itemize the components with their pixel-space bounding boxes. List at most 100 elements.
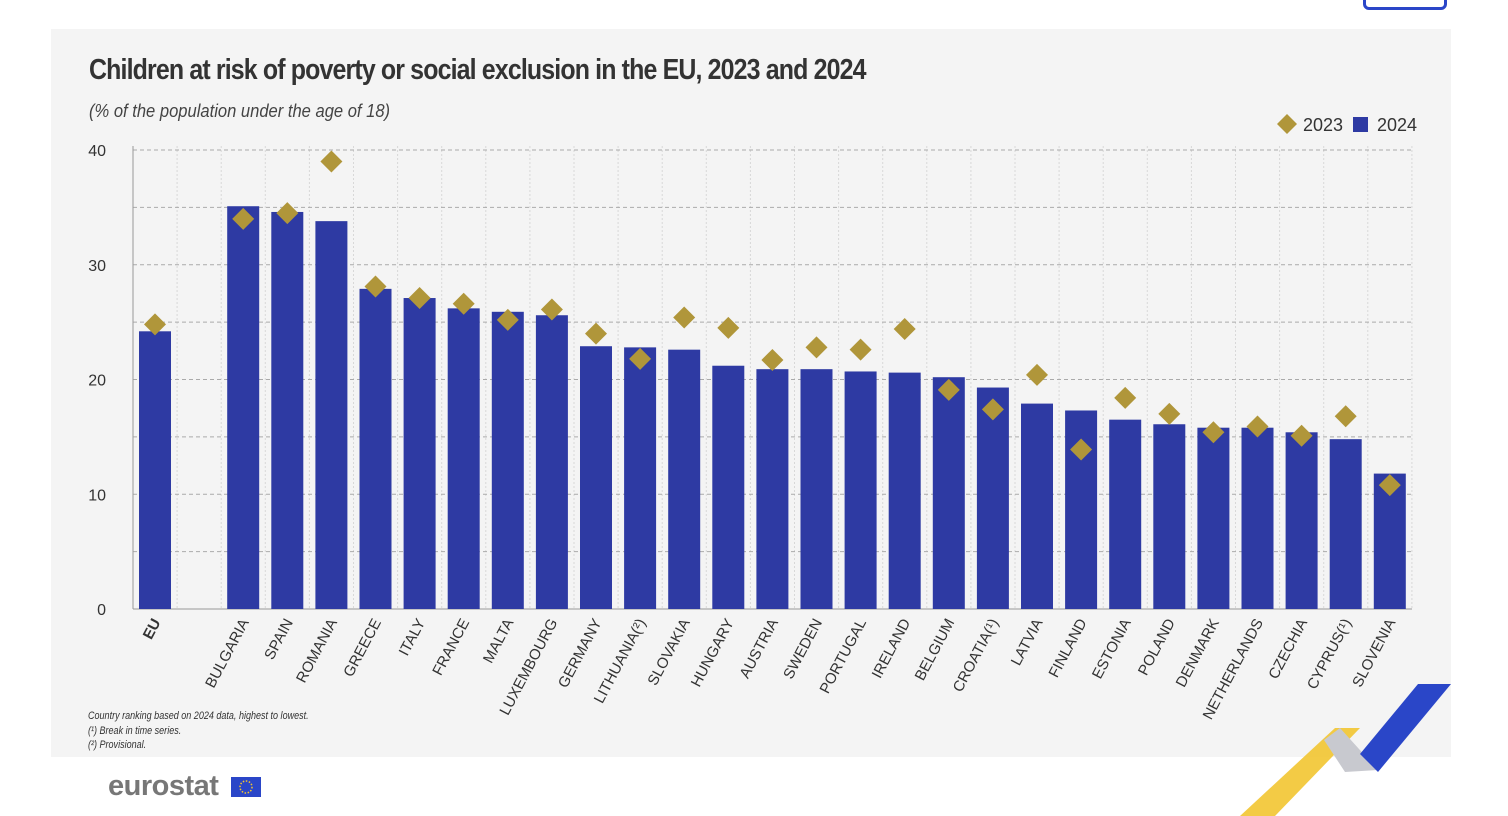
diamond-2023 [629,347,652,370]
bar-2024 [756,369,789,609]
x-category-label: SWEDEN [780,616,826,682]
x-category-label: MALTA [480,616,517,666]
bar-2024 [1285,432,1318,609]
x-category-label: EU [140,616,165,642]
diamond-2023 [981,398,1004,421]
diamond-2023 [717,316,740,339]
diamond-2023 [849,338,872,361]
x-category-label: CZECHIA [1265,616,1311,682]
x-category-label: CYPRUS(¹) [1304,616,1355,692]
diamond-2023 [673,306,696,329]
diamond-2023 [1158,402,1181,425]
legend-square-2024 [1353,117,1368,132]
ribbon-blue [1360,684,1451,772]
diamond-2023 [1070,438,1093,461]
diamond-2023 [408,287,431,310]
x-category-label: ITALY [396,616,430,659]
bar-2024 [1329,439,1362,609]
bar-2024 [1021,403,1053,609]
x-category-label: HUNGARY [688,616,738,690]
bar-2024 [976,387,1009,609]
chart-subtitle: (% of the population under the age of 18… [89,101,391,121]
bar-2024 [315,221,348,609]
y-tick-label: 40 [88,143,106,160]
x-category-label: GERMANY [555,616,606,691]
diamond-2023 [452,292,475,315]
footnotes: Country ranking based on 2024 data, high… [88,709,309,753]
y-tick-label: 10 [88,487,106,504]
x-category-label: SLOVAKIA [644,616,693,689]
bar-2024 [403,298,436,609]
bar-2024 [1109,419,1142,609]
diamond-2023 [761,348,784,371]
bar-2024 [712,365,745,609]
note-break: (¹) Break in time series. [88,724,182,737]
x-category-label: ESTONIA [1089,616,1135,682]
diamond-2023 [1114,386,1137,409]
x-category-label: AUSTRIA [736,616,782,681]
note-provisional: (²) Provisional. [88,739,147,751]
note-ranking: Country ranking based on 2024 data, high… [88,710,309,722]
bar-2024 [932,377,965,609]
bar-2024 [1241,427,1274,609]
x-category-label: SLOVENIA [1349,616,1399,690]
ribbon-grey [1324,728,1378,772]
diamond-2023 [1026,363,1048,386]
bar-2024 [491,311,524,609]
x-category-label: DENMARK [1173,616,1223,690]
chart-title: Children at risk of poverty or social ex… [89,54,866,86]
x-category-label: GREECE [340,616,385,680]
bar-2024 [139,331,171,609]
bar-2024 [844,371,877,609]
y-tick-label: 0 [97,602,106,619]
diamond-2023 [893,318,916,341]
diamond-2023 [1290,424,1313,447]
bar-2024 [888,372,921,609]
x-category-label: ROMANIA [293,616,341,686]
legend-label-2024: 2024 [1377,115,1417,135]
diamond-2023 [320,150,343,173]
legend-label-2023: 2023 [1303,115,1343,135]
diamond-2023 [585,322,607,345]
eurostat-logo: eurostat [108,770,219,803]
diamond-2023 [1334,405,1357,428]
diamond-2023 [937,378,960,401]
x-category-label: FINLAND [1045,616,1090,681]
x-category-label: SPAIN [261,616,297,663]
x-category-label: FRANCE [429,616,473,678]
ribbon-yellow [1240,728,1360,816]
x-category-label: POLAND [1135,616,1179,679]
x-category-label: PORTUGAL [817,616,871,697]
x-category-label: BELGIUM [912,616,959,684]
diamond-2023 [1202,421,1225,444]
bar-2024 [1373,473,1406,609]
x-category-label: CROATIA(¹) [950,616,1003,695]
logo-text: eurostat [108,770,219,802]
eu-flag-icon [231,777,261,797]
diamond-2023 [144,313,166,336]
bar-2024 [535,315,568,609]
bar-2024 [580,346,612,609]
bar-2024 [800,369,833,609]
diamond-2023 [805,336,828,359]
bar-2024 [1197,427,1230,609]
diamond-2023 [232,207,255,230]
y-tick-label: 20 [88,373,106,390]
bar-2024 [271,211,304,609]
x-category-label: LATVIA [1008,616,1047,669]
bar-2024 [1153,424,1186,609]
x-category-label: IRELAND [869,616,915,682]
x-category-label: BULGARIA [202,616,253,691]
diamond-2023 [364,275,387,298]
diamond-2023 [1246,415,1269,438]
top-button[interactable] [1363,0,1447,10]
diamond-2023 [540,298,563,321]
bar-2024 [227,206,260,610]
legend-diamond-2023 [1277,114,1297,134]
diamond-2023 [1378,474,1401,497]
bar-2024 [447,308,480,609]
y-tick-label: 30 [88,258,106,275]
bar-2024 [359,288,392,609]
bar-2024 [668,349,701,609]
